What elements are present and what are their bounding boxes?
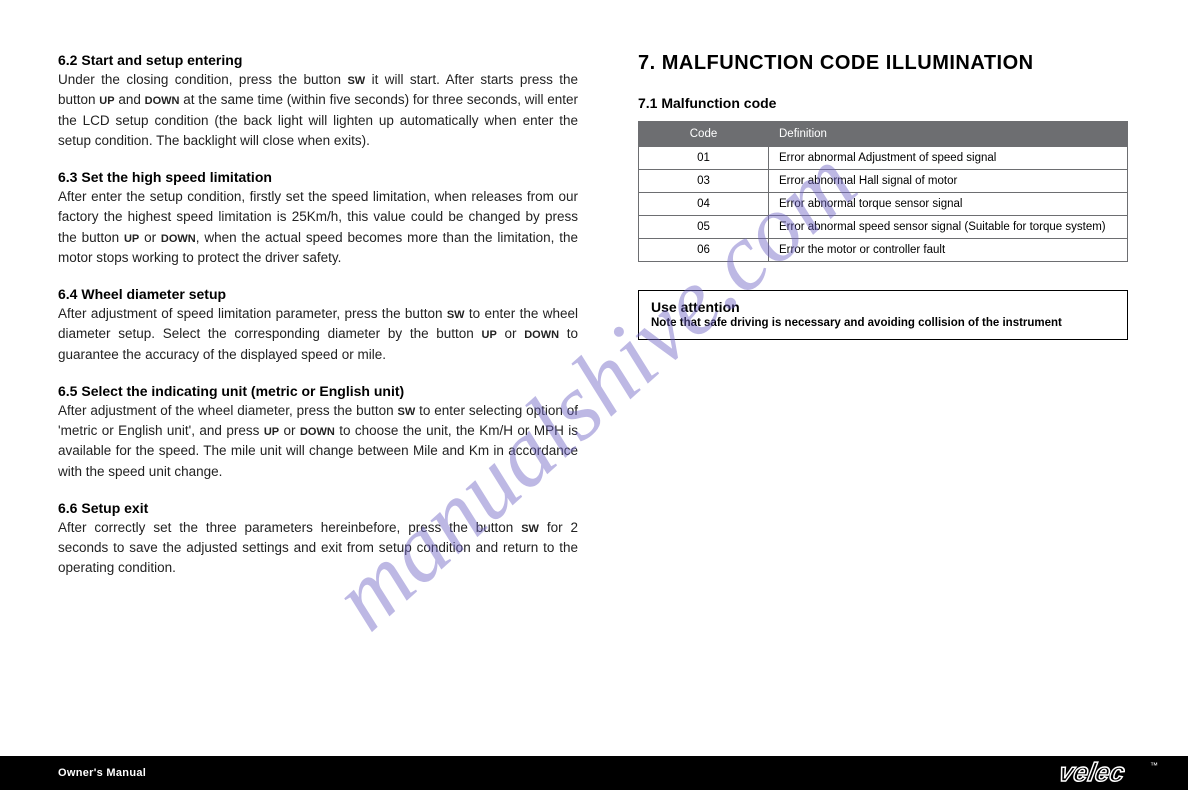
section-6.4-title: 6.4 Wheel diameter setup [58,286,578,302]
kw-down: DOWN [161,233,196,245]
footer-label: Owner's Manual [58,767,146,779]
section-6.3-body: After enter the setup condition, firstly… [58,187,578,268]
section-6.6-body: After correctly set the three parameters… [58,518,578,579]
cell-definition: Error abnormal torque sensor signal [769,193,1128,216]
table-row: 04Error abnormal torque sensor signal [639,193,1128,216]
cell-definition: Error abnormal Hall signal of motor [769,170,1128,193]
kw-sw: SW [398,406,416,418]
section-6.2-body: Under the closing condition, press the b… [58,70,578,151]
text: or [139,230,161,245]
velec-logo-icon: velec ™ [1058,758,1168,788]
cell-definition: Error the motor or controller fault [769,239,1128,262]
section-6.3-title: 6.3 Set the high speed limitation [58,169,578,185]
table-row: 03Error abnormal Hall signal of motor [639,170,1128,193]
page-content: 6.2 Start and setup entering Under the c… [0,0,1188,597]
text: After adjustment of speed limitation par… [58,306,447,321]
svg-text:velec: velec [1058,758,1128,787]
text: or [497,326,524,341]
text: Under the closing condition, press the b… [58,72,347,87]
left-column: 6.2 Start and setup entering Under the c… [58,52,578,597]
kw-up: UP [264,426,279,438]
cell-definition: Error abnormal Adjustment of speed signa… [769,147,1128,170]
section-6.5-title: 6.5 Select the indicating unit (metric o… [58,383,578,399]
section-6.6-title: 6.6 Setup exit [58,500,578,516]
malfunction-code-table: Code Definition 01Error abnormal Adjustm… [638,121,1128,262]
text: and [115,92,145,107]
section-7.1-subheading: 7.1 Malfunction code [638,95,1128,111]
table-row: 05Error abnormal speed sensor signal (Su… [639,216,1128,239]
table-row: 06Error the motor or controller fault [639,239,1128,262]
cell-code: 06 [639,239,769,262]
footer-bar: Owner's Manual velec ™ [0,756,1188,790]
cell-code: 01 [639,147,769,170]
text: After adjustment of the wheel diameter, … [58,403,398,418]
svg-text:™: ™ [1150,761,1158,770]
attention-box: Use attention Note that safe driving is … [638,290,1128,340]
kw-up: UP [482,329,497,341]
cell-code: 03 [639,170,769,193]
cell-code: 05 [639,216,769,239]
kw-up: UP [99,95,114,107]
table-row: 01Error abnormal Adjustment of speed sig… [639,147,1128,170]
th-definition: Definition [769,122,1128,147]
kw-down: DOWN [300,426,335,438]
kw-up: UP [124,233,139,245]
attention-body: Note that safe driving is necessary and … [651,317,1115,329]
section-6.5-body: After adjustment of the wheel diameter, … [58,401,578,482]
table-header-row: Code Definition [639,122,1128,147]
text: or [279,423,300,438]
section-7-heading: 7. MALFUNCTION CODE ILLUMINATION [638,52,1128,75]
right-column: 7. MALFUNCTION CODE ILLUMINATION 7.1 Mal… [638,52,1128,597]
attention-title: Use attention [651,299,1115,315]
cell-definition: Error abnormal speed sensor signal (Suit… [769,216,1128,239]
section-6.4-body: After adjustment of speed limitation par… [58,304,578,365]
kw-sw: SW [347,75,365,87]
cell-code: 04 [639,193,769,216]
kw-sw: SW [521,523,539,535]
th-code: Code [639,122,769,147]
brand-logo: velec ™ [1038,756,1188,790]
text: After correctly set the three parameters… [58,520,521,535]
section-6.2-title: 6.2 Start and setup entering [58,52,578,68]
kw-sw: SW [447,309,465,321]
kw-down: DOWN [524,329,559,341]
kw-down: DOWN [145,95,180,107]
